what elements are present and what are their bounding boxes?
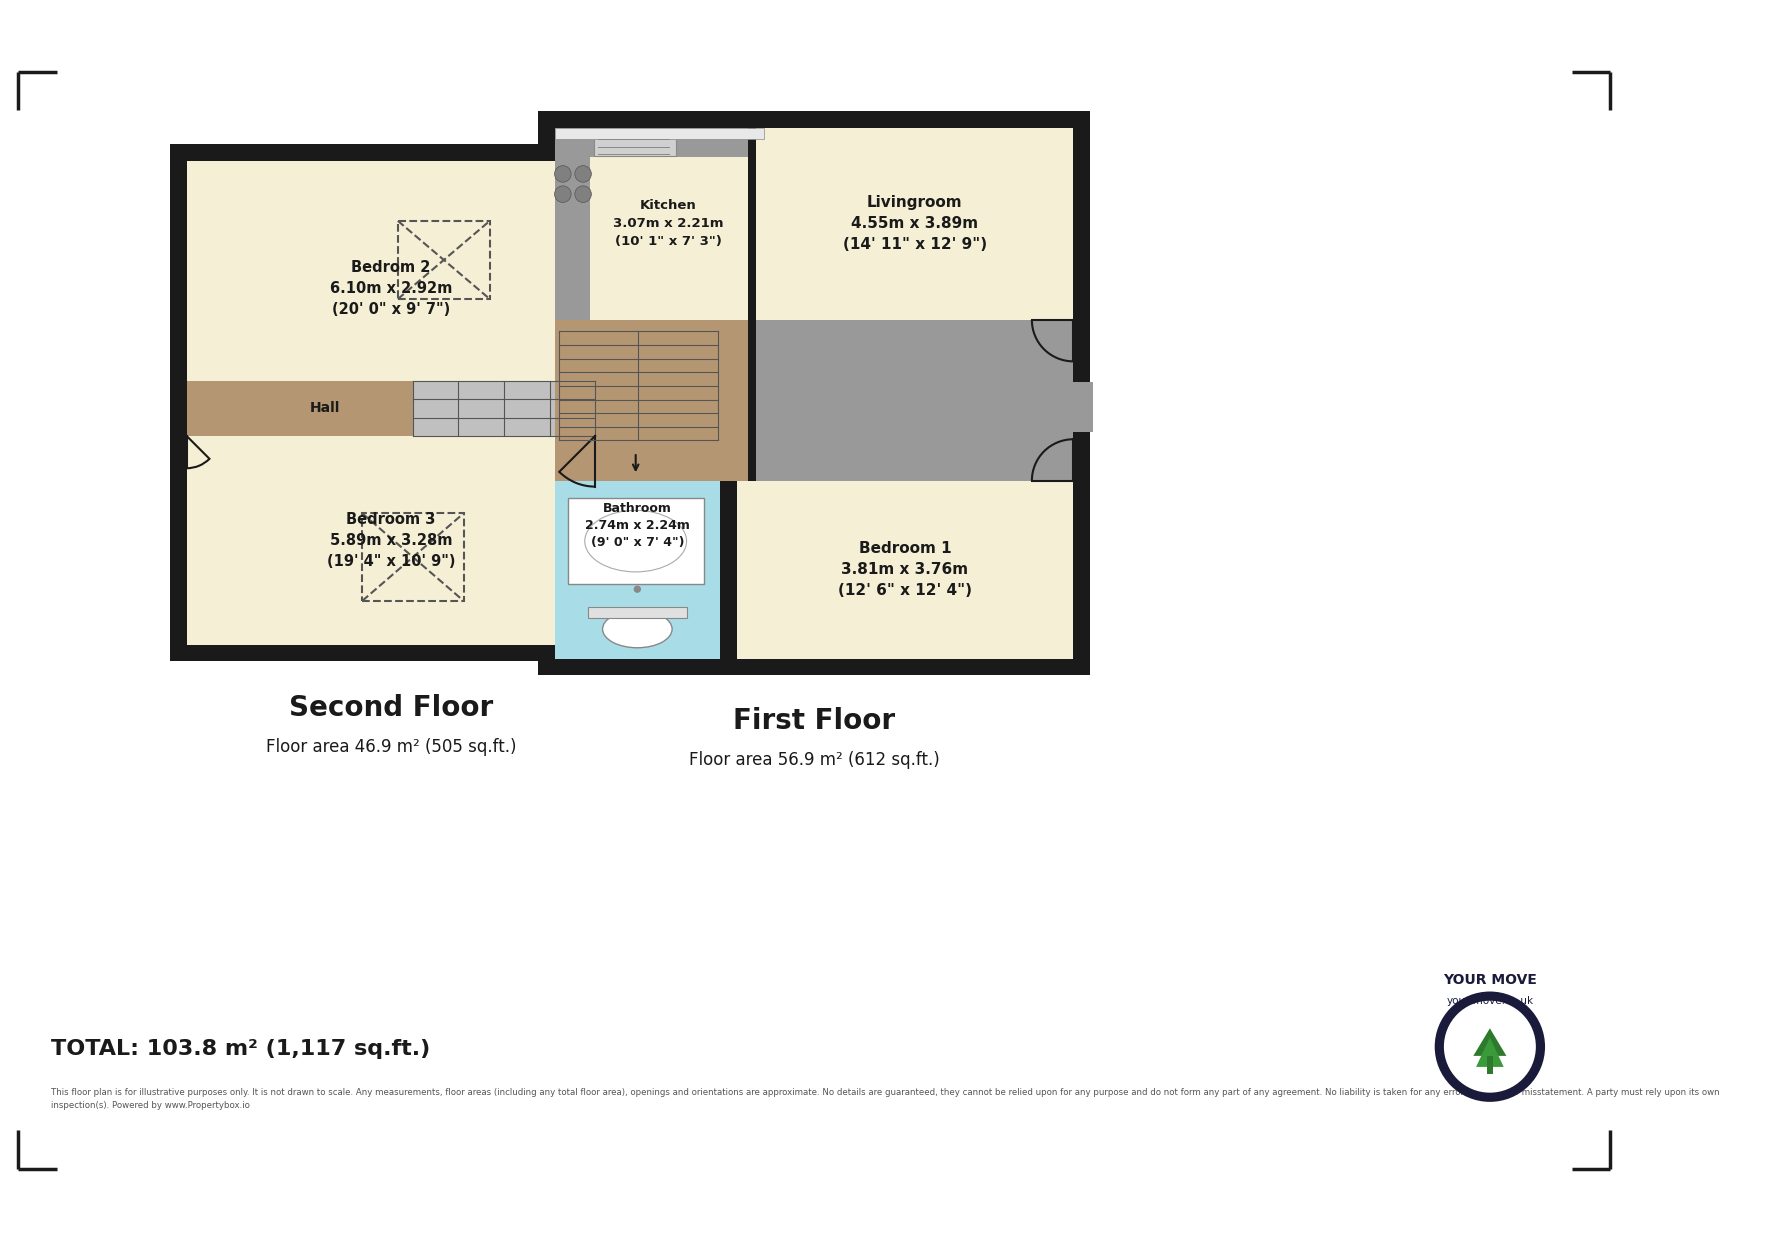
Bar <box>756 320 1073 481</box>
Bar <box>737 481 1073 659</box>
Text: Bedrom 2
6.10m x 2.92m
(20' 0" x 9' 7"): Bedrom 2 6.10m x 2.92m (20' 0" x 9' 7") <box>329 260 452 317</box>
Text: TOTAL: 103.8 m² (1,117 sq.ft.): TOTAL: 103.8 m² (1,117 sq.ft.) <box>51 1040 430 1059</box>
Bar <box>756 128 1073 320</box>
Circle shape <box>554 166 570 182</box>
Bar <box>1488 1056 1493 1074</box>
Circle shape <box>576 166 592 182</box>
Text: Bedroom 1
3.81m x 3.76m
(12' 6" x 12' 4"): Bedroom 1 3.81m x 3.76m (12' 6" x 12' 4"… <box>838 541 972 598</box>
Bar <box>554 128 747 157</box>
Bar <box>554 128 590 320</box>
Bar <box>186 436 595 644</box>
Text: Hall: Hall <box>310 401 340 415</box>
Bar <box>554 320 747 481</box>
Bar <box>593 130 677 156</box>
Text: This floor plan is for illustrative purposes only. It is not drawn to scale. Any: This floor plan is for illustrative purp… <box>51 1088 1720 1110</box>
Bar <box>363 513 464 601</box>
Text: Second Floor: Second Floor <box>289 694 492 721</box>
Bar <box>1073 382 1093 432</box>
Bar <box>398 221 491 299</box>
Bar <box>186 380 413 436</box>
Bar <box>170 145 611 662</box>
Text: YOUR MOVE: YOUR MOVE <box>1443 973 1537 986</box>
Circle shape <box>1435 991 1544 1101</box>
Text: Floor area 56.9 m² (612 sq.ft.): Floor area 56.9 m² (612 sq.ft.) <box>689 752 939 769</box>
Polygon shape <box>1475 1037 1504 1067</box>
Bar <box>538 112 1089 675</box>
Bar <box>554 481 721 659</box>
Text: Bedroom 3
5.89m x 3.28m
(19' 4" x 10' 9"): Bedroom 3 5.89m x 3.28m (19' 4" x 10' 9"… <box>326 512 455 569</box>
Bar <box>568 498 703 584</box>
Text: First Floor: First Floor <box>733 707 894 735</box>
Text: Kitchen
3.07m x 2.21m
(10' 1" x 7' 3"): Kitchen 3.07m x 2.21m (10' 1" x 7' 3") <box>613 199 724 249</box>
Text: your-move.co.uk: your-move.co.uk <box>1447 996 1534 1006</box>
Ellipse shape <box>602 611 673 648</box>
Circle shape <box>576 186 592 202</box>
Circle shape <box>1443 1001 1535 1093</box>
Polygon shape <box>1473 1028 1507 1056</box>
Bar <box>186 161 595 380</box>
Circle shape <box>634 586 641 593</box>
Text: Floor area 46.9 m² (505 sq.ft.): Floor area 46.9 m² (505 sq.ft.) <box>266 737 515 756</box>
Polygon shape <box>595 436 630 487</box>
Bar <box>590 128 747 320</box>
Text: Bathroom
2.74m x 2.24m
(9' 0" x 7' 4"): Bathroom 2.74m x 2.24m (9' 0" x 7' 4") <box>584 502 689 549</box>
Text: Livingroom
4.55m x 3.89m
(14' 11" x 12' 9"): Livingroom 4.55m x 3.89m (14' 11" x 12' … <box>843 196 986 253</box>
Bar <box>554 128 765 139</box>
Bar <box>413 380 595 436</box>
Bar <box>588 607 687 618</box>
Circle shape <box>554 186 570 202</box>
